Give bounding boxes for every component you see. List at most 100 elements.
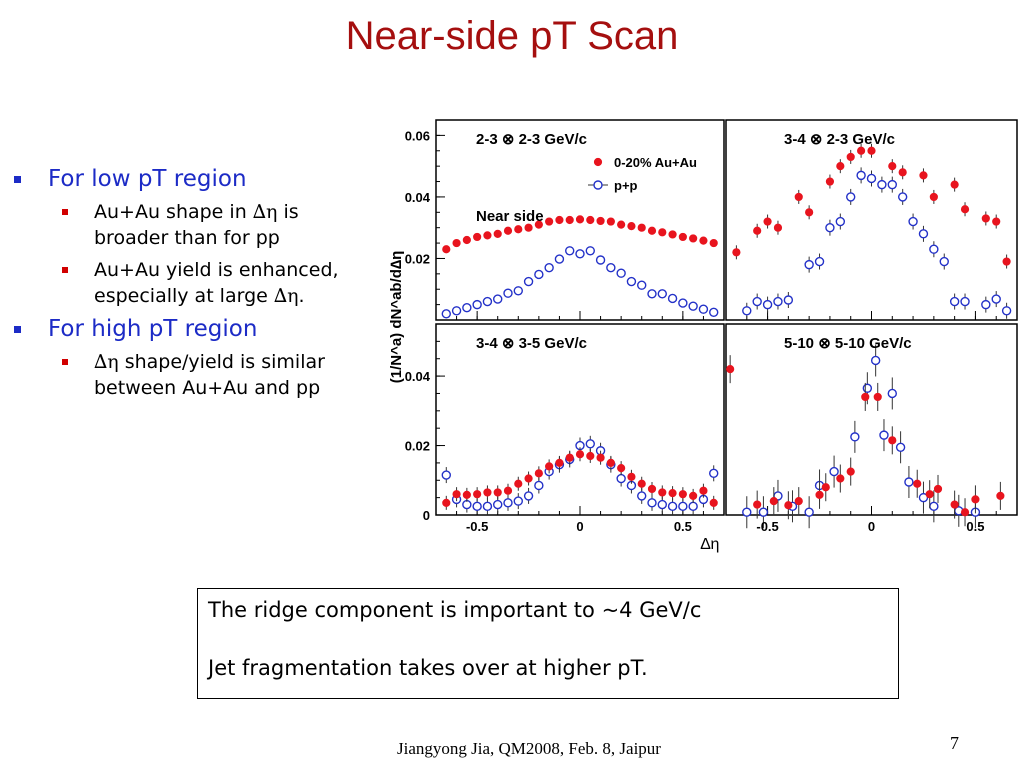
y-tick-label: 0.02	[405, 439, 430, 454]
auau-point	[483, 488, 492, 497]
auau-point	[992, 217, 1001, 226]
auau-point	[709, 498, 718, 507]
auau-point	[769, 497, 778, 506]
sub-bullet-yield: Au+Au yield is enhanced, especially at l…	[10, 257, 370, 309]
bullet-high-pt-text: For high pT region	[48, 316, 258, 342]
auau-point	[732, 248, 741, 257]
auau-point	[709, 238, 718, 248]
pp-point	[534, 269, 544, 280]
pp-point	[939, 256, 949, 267]
pp-point	[949, 296, 960, 307]
auau-point	[971, 495, 980, 504]
auau-point	[950, 180, 959, 189]
auau-point	[678, 232, 687, 242]
pp-point	[503, 498, 513, 508]
auau-point	[960, 205, 970, 214]
auau-point	[805, 208, 814, 217]
auau-point	[575, 450, 585, 459]
pp-point	[565, 246, 575, 256]
auau-point	[524, 223, 533, 232]
auau-point	[514, 479, 523, 488]
auau-point	[867, 146, 876, 155]
pp-point	[647, 289, 657, 299]
pp-point	[595, 255, 606, 265]
auau-point	[555, 458, 564, 468]
footer-citation: Jiangyong Jia, QM2008, Feb. 8, Jaipur	[397, 739, 661, 758]
pp-point	[523, 276, 534, 287]
pp-point	[877, 179, 887, 190]
pp-point	[850, 432, 860, 442]
auau-point	[763, 217, 772, 226]
sub-bullet-shape: Au+Au shape in ∆η is broader than for pp	[10, 199, 370, 251]
pp-point	[908, 216, 918, 227]
y-tick-label: 0.04	[405, 190, 431, 205]
pp-point	[472, 299, 482, 310]
auau-point	[596, 216, 605, 226]
auau-point	[836, 474, 845, 483]
pp-point	[814, 256, 825, 267]
auau-point	[794, 497, 803, 506]
x-tick-label: 0	[868, 519, 875, 534]
auau-point	[996, 491, 1005, 500]
auau-point	[689, 234, 698, 243]
auau-point	[493, 229, 502, 238]
pp-point	[482, 501, 493, 512]
pp-point	[441, 309, 451, 319]
sub-bullet-similar-post: shape/yield is similar between Au+Au and…	[94, 351, 325, 399]
pp-point	[606, 262, 616, 273]
pp-point	[678, 298, 688, 308]
legend-pp-marker	[593, 180, 603, 190]
pp-point	[758, 507, 769, 517]
delta-eta-symbol: ∆η	[252, 201, 278, 223]
auau-point	[473, 232, 482, 242]
auau-point	[617, 464, 626, 473]
auau-point	[452, 238, 461, 248]
auau-point	[726, 365, 735, 374]
auau-point	[606, 458, 615, 468]
pp-point	[835, 216, 846, 227]
pp-point	[762, 299, 773, 310]
pp-point	[637, 491, 647, 501]
auau-point	[442, 498, 451, 507]
pp-point	[742, 507, 752, 517]
auau-point	[753, 226, 762, 235]
pp-point	[752, 296, 762, 307]
page-number: 7	[950, 733, 959, 753]
auau-point	[627, 222, 636, 231]
pp-point	[513, 286, 523, 296]
auau-point	[689, 491, 698, 500]
auau-point	[873, 392, 882, 402]
bullet-list: For low pT region Au+Au shape in ∆η is b…	[10, 165, 370, 407]
bullet-square-icon	[62, 359, 68, 365]
legend-auau-marker	[593, 157, 603, 167]
auau-point	[888, 436, 897, 445]
pp-point	[929, 501, 939, 512]
auau-point	[857, 146, 866, 155]
panel-note: Near side	[476, 208, 544, 225]
pp-point	[585, 439, 595, 449]
pp-point	[503, 288, 513, 298]
auau-point	[462, 235, 471, 245]
bullet-low-pt-text: For low pT region	[48, 166, 247, 192]
auau-point	[925, 490, 934, 499]
pp-point	[688, 501, 698, 512]
delta-eta-symbol: ∆η	[273, 285, 299, 307]
pp-point	[709, 307, 719, 318]
auau-point	[699, 486, 708, 495]
pp-point	[829, 466, 839, 477]
pp-point	[493, 294, 503, 304]
auau-point	[784, 501, 793, 510]
pp-point	[804, 507, 814, 517]
pp-point	[616, 473, 626, 484]
auau-point	[524, 474, 533, 483]
pp-point	[918, 229, 929, 239]
auau-point	[960, 508, 970, 517]
pp-point	[862, 383, 873, 393]
pp-point	[887, 179, 897, 190]
auau-point	[861, 392, 870, 402]
auau-point	[503, 226, 513, 235]
pp-point	[513, 496, 523, 506]
auau-point	[678, 490, 687, 499]
panel-frame	[725, 323, 1018, 516]
auau-point	[545, 217, 554, 226]
